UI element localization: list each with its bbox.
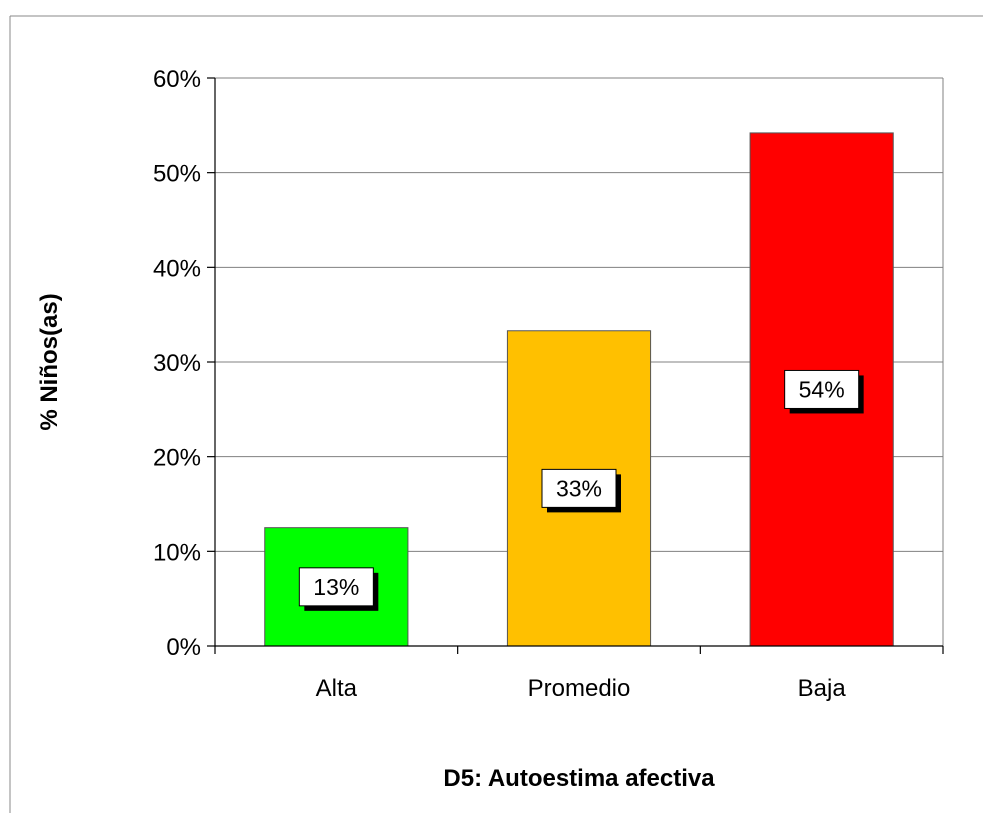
y-tick-label: 50% [153, 161, 201, 188]
y-tick-label: 60% [153, 66, 201, 93]
data-label-box [541, 468, 617, 508]
y-tick-label: 40% [153, 255, 201, 282]
data-label-box [298, 567, 374, 607]
x-axis-title: D5: Autoestima afectiva [443, 765, 715, 792]
data-label: 33% [556, 475, 602, 501]
y-axis-title: % Niños(as) [36, 293, 63, 430]
x-tick-label: Baja [798, 675, 847, 702]
x-tick-label: Alta [316, 675, 358, 702]
data-label: 13% [313, 574, 359, 600]
y-tick-label: 0% [166, 634, 201, 661]
y-tick-label: 20% [153, 445, 201, 472]
x-axis-ticks: Alta Promedio Baja [214, 646, 944, 702]
data-labels: 13% 33% 54% [298, 369, 864, 611]
y-tick-label: 30% [153, 350, 201, 377]
y-tick-label: 10% [153, 539, 201, 566]
y-axis-ticks: 0% 10% 20% 30% 40% 50% 60% [153, 66, 215, 661]
data-label-box [784, 369, 860, 409]
x-tick-label: Promedio [528, 675, 631, 702]
data-label: 54% [799, 376, 845, 402]
